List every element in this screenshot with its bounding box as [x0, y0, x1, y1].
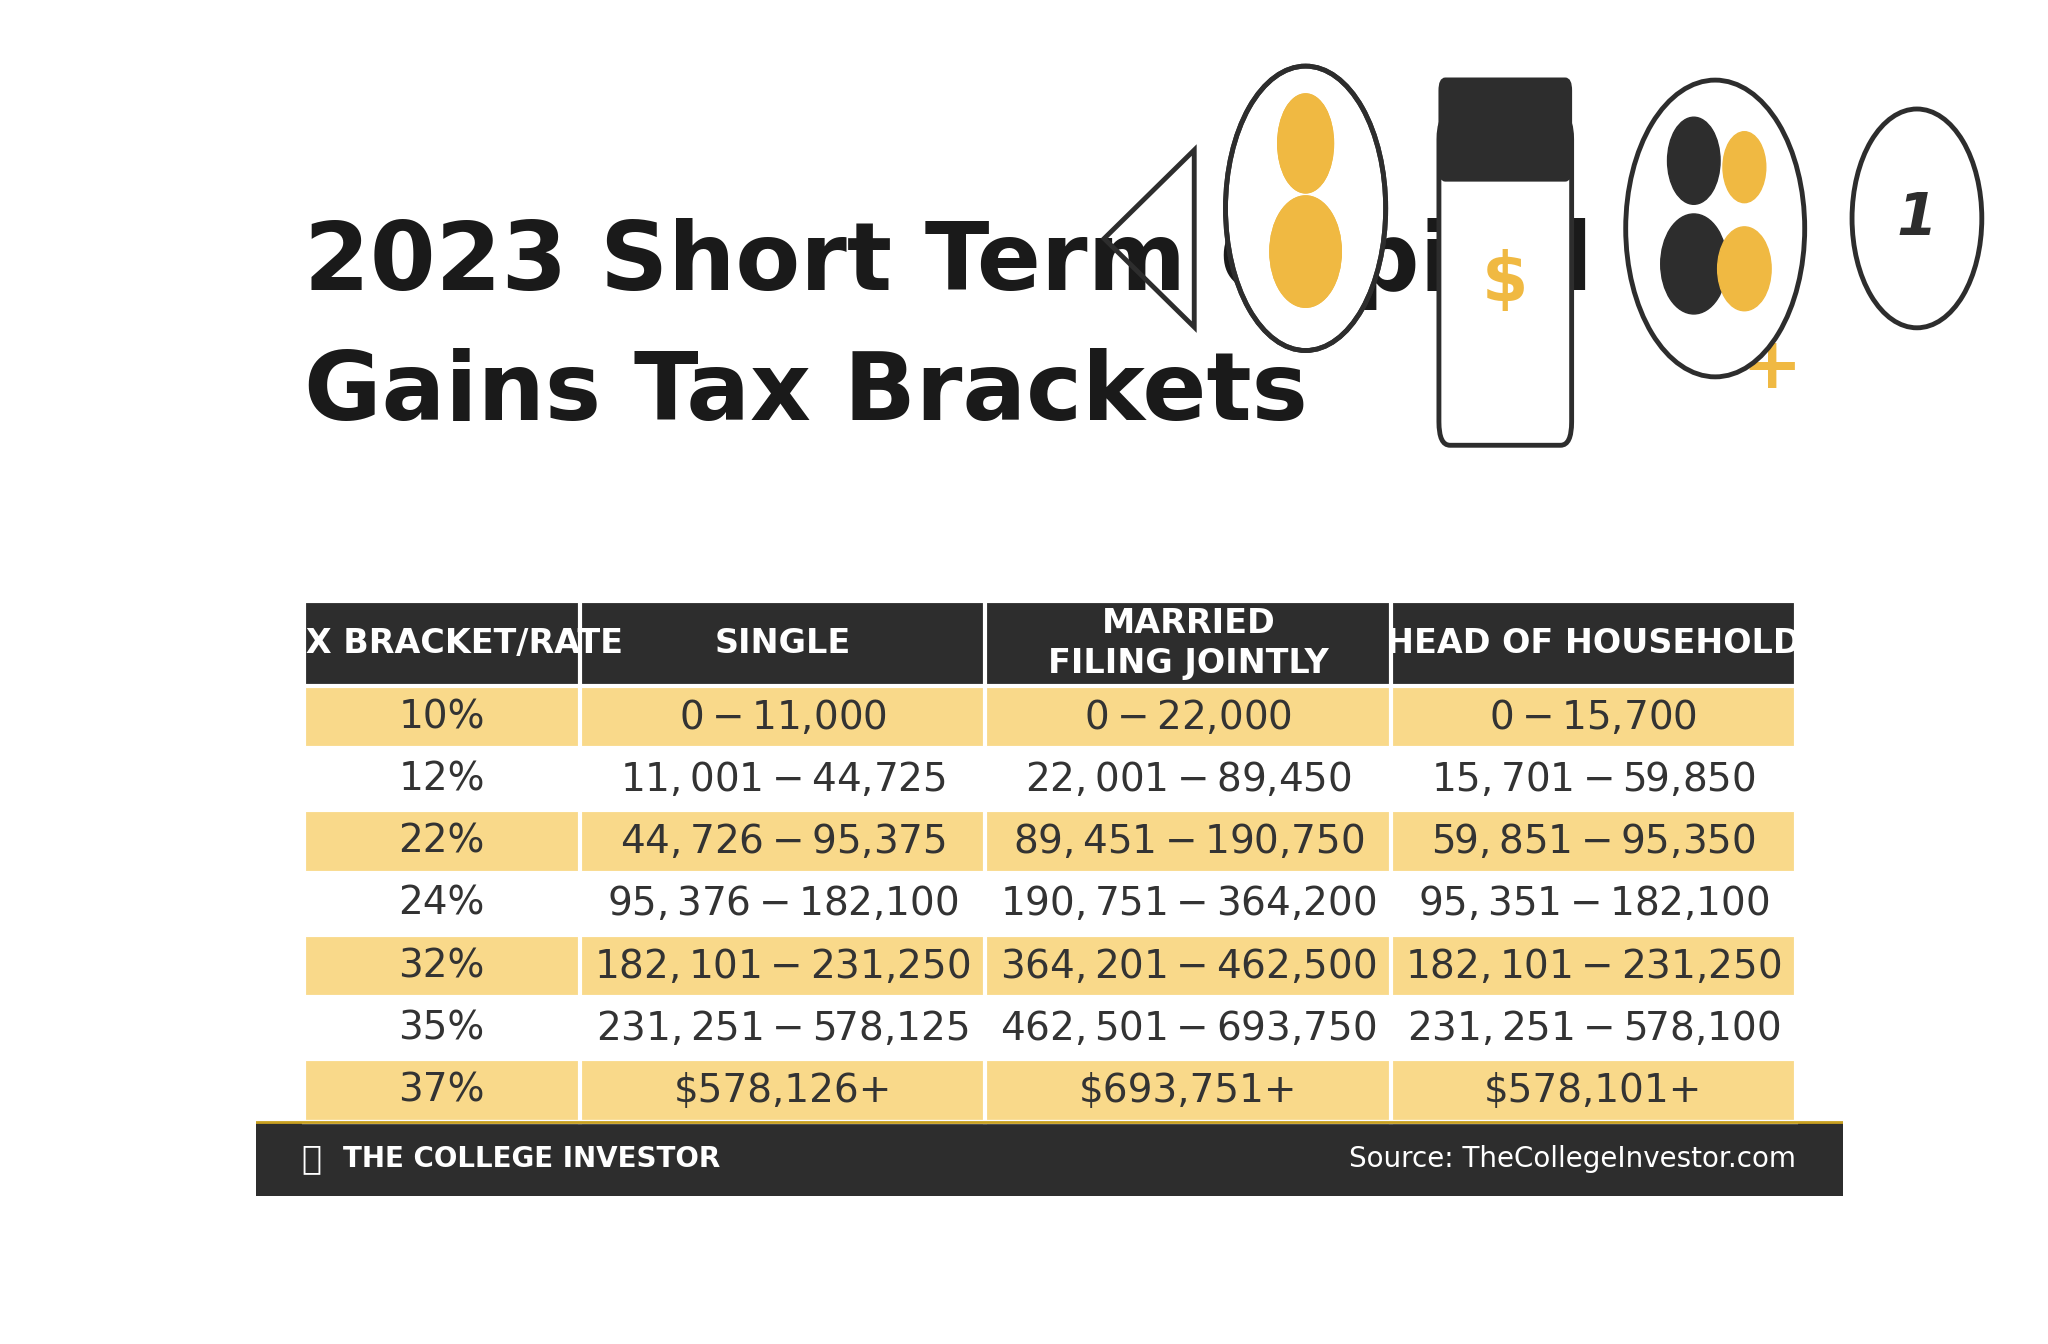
Text: $95,376 - $182,100: $95,376 - $182,100 — [606, 884, 958, 923]
Text: 12%: 12% — [399, 761, 485, 798]
FancyBboxPatch shape — [1440, 116, 1571, 445]
Circle shape — [1626, 82, 1804, 375]
Text: ⬧: ⬧ — [301, 1142, 322, 1176]
Text: 24%: 24% — [399, 884, 485, 923]
FancyBboxPatch shape — [1440, 79, 1571, 180]
Text: $231,251 - $578,125: $231,251 - $578,125 — [596, 1009, 969, 1048]
Text: HEAD OF HOUSEHOLD: HEAD OF HOUSEHOLD — [1386, 628, 1800, 660]
Text: $190,751 - $364,200: $190,751 - $364,200 — [999, 884, 1376, 923]
Text: $0 - $15,700: $0 - $15,700 — [1489, 698, 1698, 737]
Text: $182,101 - $231,250: $182,101 - $231,250 — [594, 946, 971, 985]
Text: $: $ — [1483, 249, 1528, 314]
Text: 37%: 37% — [399, 1071, 485, 1110]
Text: $364,201 - $462,500: $364,201 - $462,500 — [999, 946, 1376, 985]
Text: $231,251 - $578,100: $231,251 - $578,100 — [1407, 1009, 1780, 1048]
Text: $15,701 - $59,850: $15,701 - $59,850 — [1432, 759, 1755, 798]
Text: $95,351 - $182,100: $95,351 - $182,100 — [1417, 884, 1769, 923]
Text: $182,101 - $231,250: $182,101 - $231,250 — [1405, 946, 1782, 985]
Text: 10%: 10% — [399, 698, 485, 737]
Circle shape — [1278, 94, 1333, 194]
Bar — [256, 1122, 1843, 1196]
Text: $0 - $22,000: $0 - $22,000 — [1085, 698, 1292, 737]
Bar — [303, 810, 1796, 872]
Text: $578,101+: $578,101+ — [1485, 1071, 1702, 1110]
Text: 2023 Short Term Capital: 2023 Short Term Capital — [303, 218, 1593, 310]
Circle shape — [1227, 67, 1384, 349]
Text: $578,126+: $578,126+ — [674, 1071, 891, 1110]
Text: THE COLLEGE INVESTOR: THE COLLEGE INVESTOR — [344, 1145, 721, 1173]
Ellipse shape — [1270, 196, 1341, 308]
Circle shape — [1722, 132, 1765, 203]
Bar — [303, 601, 1796, 1122]
Text: $22,001 - $89,450: $22,001 - $89,450 — [1024, 759, 1352, 798]
Text: $462,501 - $693,750: $462,501 - $693,750 — [999, 1009, 1376, 1048]
Text: 32%: 32% — [399, 948, 485, 985]
Text: $0 - $11,000: $0 - $11,000 — [678, 698, 887, 737]
Text: +: + — [1741, 333, 1802, 403]
Circle shape — [1667, 117, 1720, 204]
Text: $693,751+: $693,751+ — [1079, 1071, 1298, 1110]
Text: $44,726 - $95,375: $44,726 - $95,375 — [621, 823, 946, 862]
Bar — [303, 749, 1796, 810]
Ellipse shape — [1718, 227, 1772, 310]
Bar — [303, 601, 1796, 685]
Text: 35%: 35% — [399, 1009, 485, 1047]
Bar — [303, 1059, 1796, 1122]
Ellipse shape — [1270, 196, 1341, 308]
Text: TAX BRACKET/RATE: TAX BRACKET/RATE — [260, 628, 623, 660]
Text: Gains Tax Brackets: Gains Tax Brackets — [303, 348, 1307, 439]
Text: MARRIED
FILING JOINTLY: MARRIED FILING JOINTLY — [1049, 606, 1329, 680]
Text: $11,001 - $44,725: $11,001 - $44,725 — [621, 759, 946, 798]
Text: 1: 1 — [1896, 190, 1937, 247]
Text: $89,451 - $190,750: $89,451 - $190,750 — [1012, 823, 1364, 862]
Circle shape — [1278, 94, 1333, 194]
Bar — [303, 997, 1796, 1059]
Text: $59,851 - $95,350: $59,851 - $95,350 — [1432, 823, 1755, 862]
Ellipse shape — [1661, 214, 1726, 314]
Bar — [303, 685, 1796, 749]
Bar — [303, 935, 1796, 997]
Text: Source: TheCollegeInvestor.com: Source: TheCollegeInvestor.com — [1348, 1145, 1796, 1173]
Text: SINGLE: SINGLE — [715, 628, 850, 660]
Bar — [303, 872, 1796, 935]
Text: 22%: 22% — [399, 823, 485, 860]
